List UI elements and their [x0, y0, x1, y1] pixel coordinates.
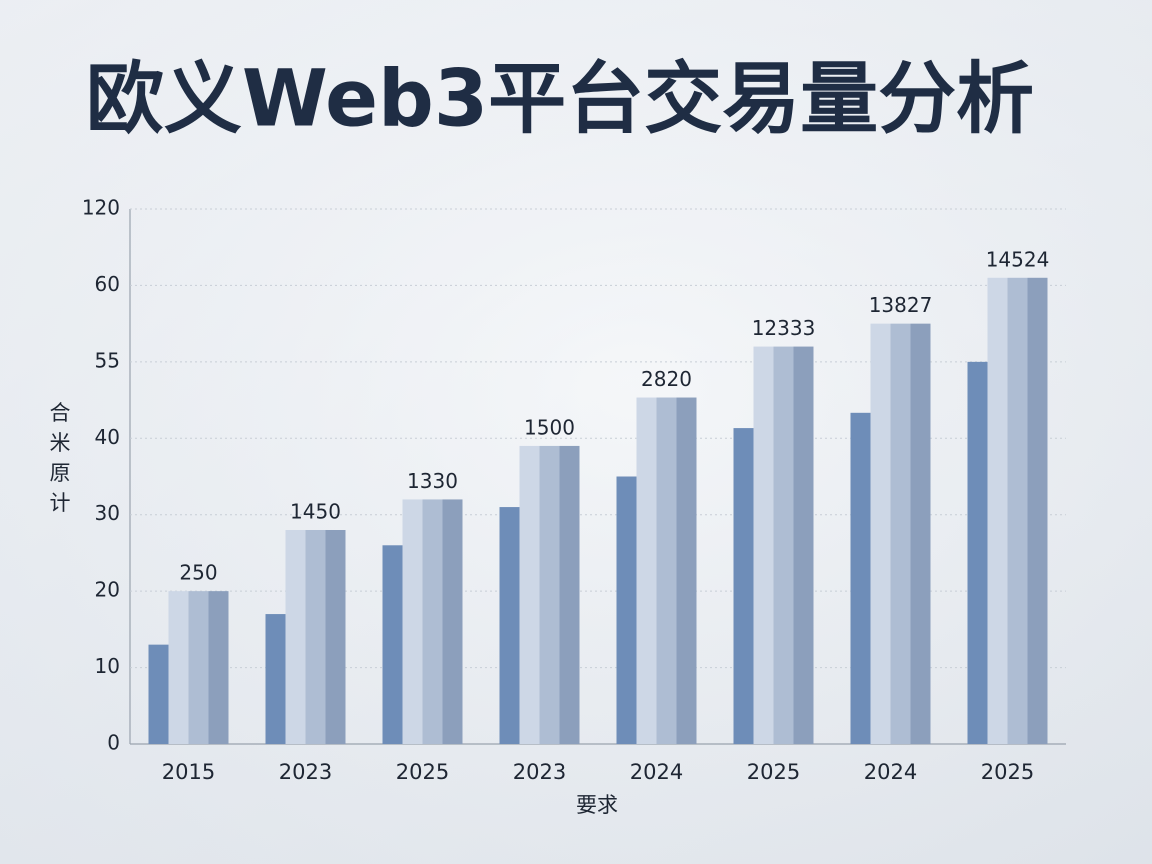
bar-label: 1500: [524, 415, 575, 439]
bar: [519, 445, 540, 744]
bar: [188, 591, 209, 744]
bar: [422, 499, 443, 744]
y-tick-label: 20: [95, 578, 120, 602]
x-tick-label: 2024: [864, 760, 917, 784]
bar-label: 250: [179, 561, 217, 585]
bar: [539, 445, 560, 744]
y-tick-label: 40: [95, 425, 120, 449]
y-tick-label: 0: [107, 731, 120, 755]
x-tick-label: 2023: [513, 760, 566, 784]
y-tick-label: 30: [95, 501, 120, 525]
x-tick-label: 2025: [981, 760, 1034, 784]
bar: [1027, 277, 1048, 744]
bar: [910, 323, 931, 744]
y-tick-label: 10: [95, 654, 120, 678]
y-axis-title: 合米原计: [50, 401, 71, 515]
bar: [559, 445, 580, 744]
bar: [967, 361, 988, 744]
bar: [402, 499, 423, 744]
bar-label: 2820: [641, 367, 692, 391]
bar: [616, 476, 637, 744]
x-tick-label: 2015: [162, 760, 215, 784]
bar: [442, 499, 463, 744]
bar-label: 13827: [869, 293, 933, 317]
bar: [850, 412, 871, 744]
bar-label: 1450: [290, 500, 341, 524]
x-tick-label: 2025: [396, 760, 449, 784]
bar: [636, 397, 657, 744]
bar: [793, 346, 814, 744]
bar: [325, 530, 346, 744]
bar: [733, 428, 754, 744]
y-tick-label: 60: [95, 272, 120, 296]
chart-title: 欧义Web3平台交易量分析: [86, 54, 1034, 144]
bar: [656, 397, 677, 744]
y-tick-label: 120: [82, 196, 120, 220]
bar: [208, 591, 229, 744]
bar: [753, 346, 774, 744]
x-tick-label: 2024: [630, 760, 683, 784]
bar: [676, 397, 697, 744]
y-tick-label: 55: [95, 348, 120, 372]
x-tick-label: 2023: [279, 760, 332, 784]
x-axis-title: 要求: [576, 793, 618, 817]
bar: [499, 507, 520, 744]
bar: [285, 530, 306, 744]
x-tick-label: 2025: [747, 760, 800, 784]
bar: [870, 323, 891, 744]
bar-label: 12333: [752, 316, 816, 340]
bar: [987, 277, 1008, 744]
bar: [890, 323, 911, 744]
bar-label: 14524: [986, 247, 1050, 271]
bar: [168, 591, 189, 744]
bar: [1007, 277, 1028, 744]
bar: [148, 644, 169, 744]
bar: [305, 530, 326, 744]
bar: [382, 545, 403, 744]
bar: [773, 346, 794, 744]
bar-label: 1330: [407, 469, 458, 493]
bar: [265, 614, 286, 744]
